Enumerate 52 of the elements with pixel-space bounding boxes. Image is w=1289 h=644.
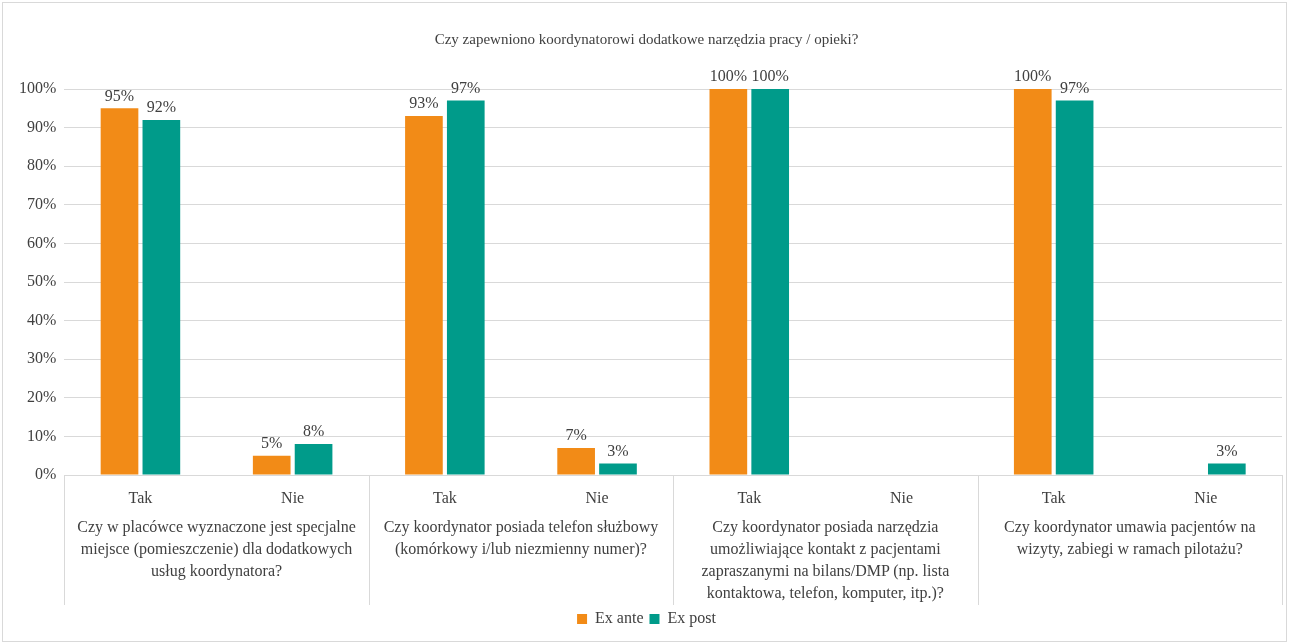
bar xyxy=(751,89,790,475)
x-tick-label: Nie xyxy=(585,488,609,506)
y-tick-label: 90% xyxy=(27,117,57,135)
text: Czy koordynator umawia pacjentów na wizyty, zabiegi w ramach pilotażu? xyxy=(1004,518,1256,559)
y-tick-label: 60% xyxy=(27,233,57,251)
legend-label: Ex ante xyxy=(595,609,644,627)
bar xyxy=(1013,89,1052,475)
data-label: 3% xyxy=(1216,441,1238,459)
y-tick-label: 0% xyxy=(35,465,57,483)
y-tick-label: 10% xyxy=(27,426,57,444)
data-label: 5% xyxy=(261,433,283,451)
y-tick-label: 30% xyxy=(27,349,57,367)
bar xyxy=(100,108,139,475)
data-label: 100% xyxy=(1014,67,1052,85)
bar xyxy=(1055,100,1094,475)
y-tick-label: 20% xyxy=(27,388,57,405)
data-label: 8% xyxy=(302,422,325,440)
x-tick-label: Nie xyxy=(281,488,305,506)
y-tick-label: 50% xyxy=(27,272,57,290)
x-tick-label: Nie xyxy=(889,488,914,506)
bar xyxy=(446,100,485,475)
data-label: 3% xyxy=(607,441,629,459)
data-label: 100% xyxy=(709,67,747,85)
chart-title: Czy zapewniono koordynatorowi dodatkowe narzędzia pracy / opieki? xyxy=(434,30,859,47)
legend-label: Ex post xyxy=(667,609,717,628)
bar xyxy=(557,447,595,475)
bar xyxy=(709,89,748,475)
bar xyxy=(142,119,181,475)
y-tick-label: 100% xyxy=(19,79,57,97)
data-label: 95% xyxy=(104,86,135,104)
x-tick-label: Nie xyxy=(1194,488,1218,506)
y-tick-label: 80% xyxy=(27,156,57,174)
x-tick-label: Tak xyxy=(128,488,153,506)
bar xyxy=(294,444,333,475)
text: Czy w placówce wyznaczone jest specjalne miejsce (pomieszczenie) dla dodatkowych usług koordynatora? xyxy=(77,518,356,581)
data-label: 7% xyxy=(565,426,587,444)
x-tick-label: Tak xyxy=(432,488,457,506)
bar xyxy=(1207,463,1246,475)
x-tick-label: Tak xyxy=(1041,488,1066,506)
data-label: 97% xyxy=(451,78,481,96)
text: Czy koordynator posiada narzędzia umożliwiające kontakt z pacjentami zapraszanymi na bilans/DMP (np. lista kontaktowa, telefon, komputer, itp.)? xyxy=(701,518,950,603)
bar xyxy=(599,463,637,475)
x-tick-label: Tak xyxy=(737,488,762,506)
y-tick-label: 70% xyxy=(27,195,57,212)
text: Czy koordynator posiada telefon służbowy (komórkowy i/lub niezmienny numer)? xyxy=(383,518,659,559)
data-label: 100% xyxy=(751,67,789,85)
y-tick-label: 40% xyxy=(27,310,57,328)
data-label: 97% xyxy=(1059,78,1090,96)
data-label: 92% xyxy=(146,98,177,116)
bar xyxy=(252,455,291,475)
bar xyxy=(405,116,443,475)
data-label: 93% xyxy=(409,94,439,112)
